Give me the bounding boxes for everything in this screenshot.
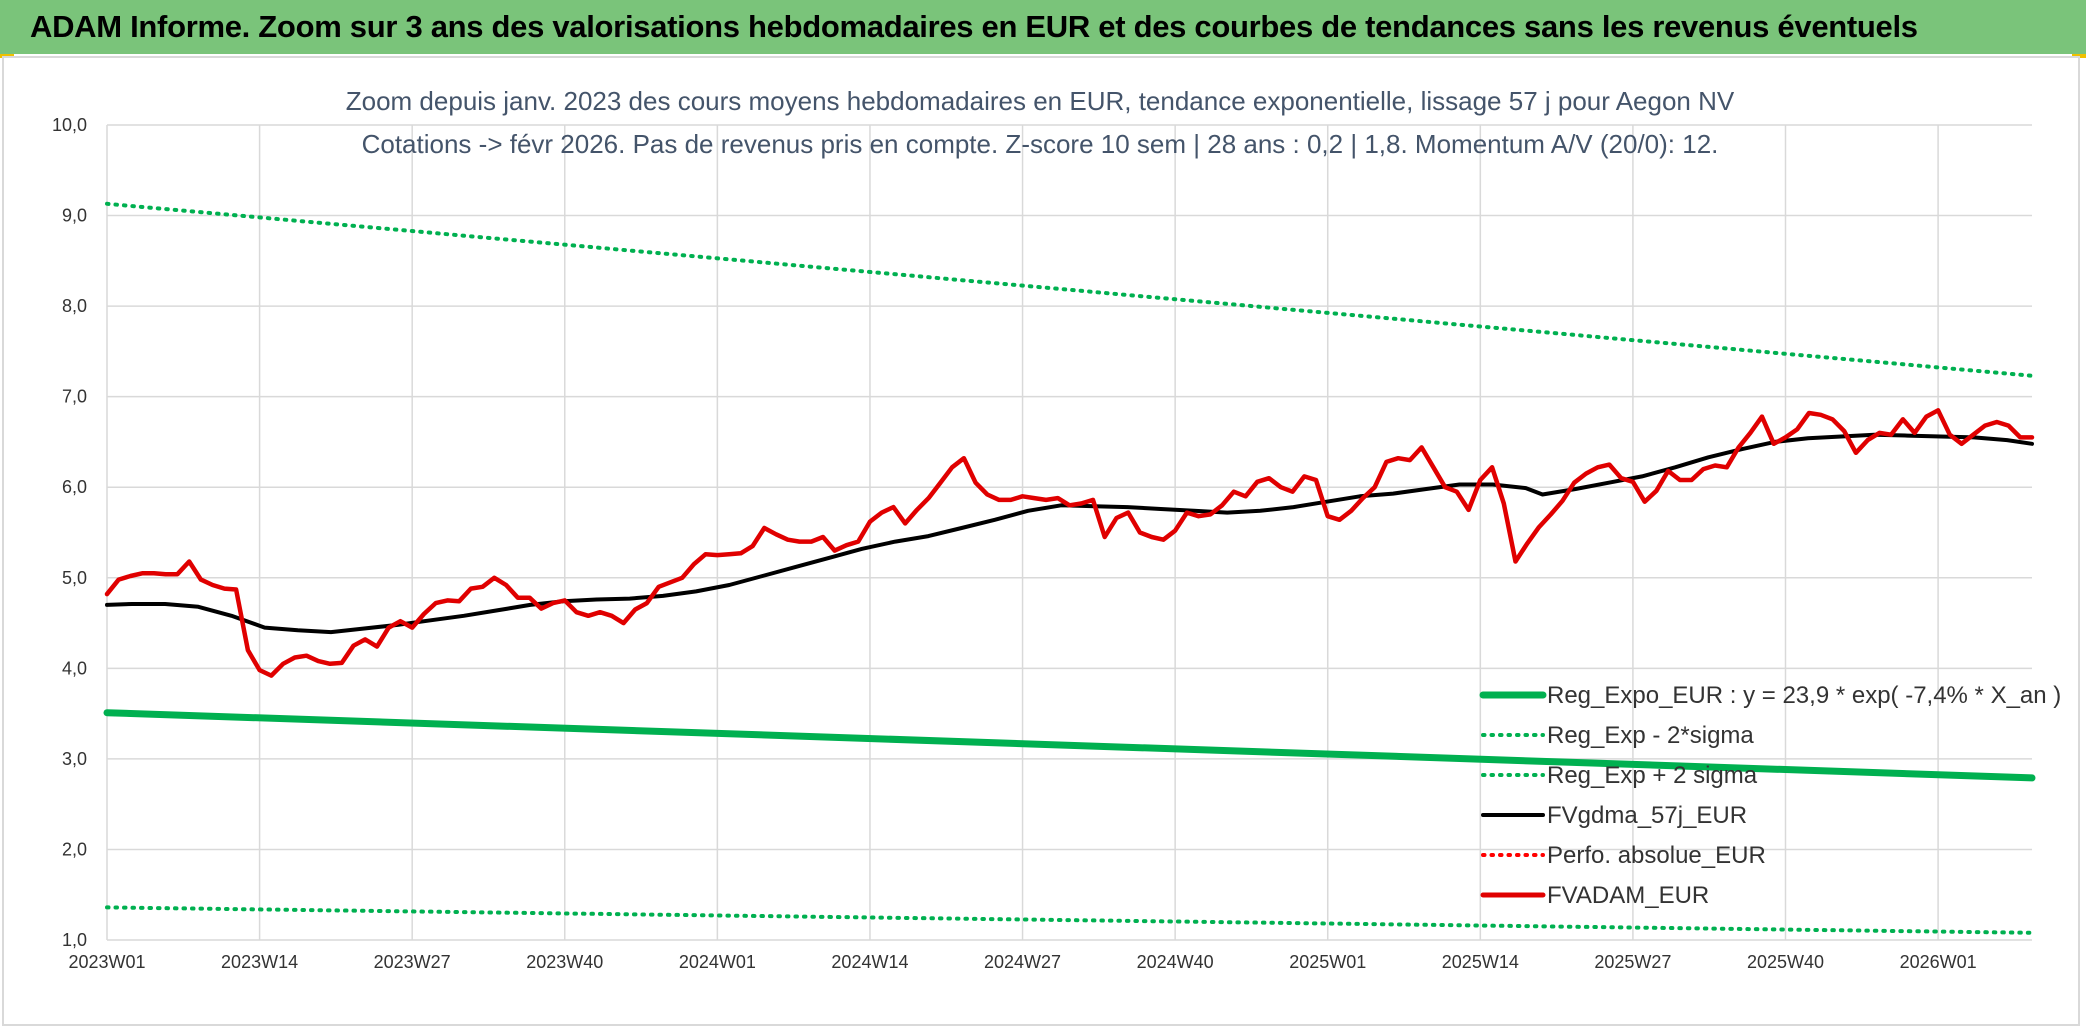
x-tick-label: 2024W27	[984, 952, 1061, 972]
x-tick-label: 2024W14	[831, 952, 908, 972]
chart-subtitle-line-2: Cotations -> févr 2026. Pas de revenus p…	[362, 129, 1719, 159]
grid-layer	[106, 124, 2032, 941]
y-tick-label: 6,0	[62, 477, 87, 497]
series-line-0	[103, 709, 2036, 782]
x-tick-label: 2025W01	[1289, 952, 1366, 972]
y-tick-label: 1,0	[62, 930, 87, 950]
x-tick-label: 2026W01	[1900, 952, 1977, 972]
x-tick-labels: 2023W01 2023W14 2023W27 2023W40 2024W01 2024W…	[68, 952, 1976, 972]
legend-label: Reg_Exp + 2 sigma	[1547, 762, 1758, 789]
x-tick-label: 2023W27	[374, 952, 451, 972]
report-title: ADAM Informe. Zoom sur 3 ans des valoris…	[30, 9, 1918, 44]
legend-label: Reg_Expo_EUR : y = 23,9 * exp( -7,4% * X…	[1547, 682, 2061, 709]
series-line-3	[105, 432, 2034, 635]
legend-label: FVADAM_EUR	[1547, 882, 1709, 909]
x-tick-label: 2023W01	[68, 952, 145, 972]
series-line-5	[104, 408, 2035, 678]
y-tick-label: 4,0	[62, 658, 87, 678]
chart-subtitle-line-1: Zoom depuis janv. 2023 des cours moyens …	[346, 86, 1735, 116]
x-tick-label: 2025W14	[1442, 952, 1519, 972]
y-tick-label: 5,0	[62, 568, 87, 588]
y-tick-label: 9,0	[62, 206, 87, 226]
legend-label: Reg_Exp - 2*sigma	[1547, 722, 1754, 749]
x-tick-label: 2024W01	[679, 952, 756, 972]
chart-frame	[2, 56, 2080, 1026]
legend: Reg_Expo_EUR : y = 23,9 * exp( -7,4% * X…	[1479, 682, 2061, 909]
x-tick-label: 2025W40	[1747, 952, 1824, 972]
y-tick-labels: 1,0 2,0 3,0 4,0 5,0 6,0 7,0 8,0 9,0 10,0	[52, 115, 87, 950]
y-tick-label: 8,0	[62, 296, 87, 316]
legend-label: Perfo. absolue_EUR	[1547, 842, 1766, 869]
series-line-1	[105, 905, 2034, 935]
x-tick-label: 2023W14	[221, 952, 298, 972]
x-tick-label: 2023W40	[526, 952, 603, 972]
series-layer	[103, 201, 2036, 935]
y-tick-label: 10,0	[52, 115, 87, 135]
legend-label: FVgdma_57j_EUR	[1547, 802, 1747, 829]
y-tick-label: 7,0	[62, 387, 87, 407]
x-tick-label: 2024W40	[1137, 952, 1214, 972]
x-tick-label: 2025W27	[1594, 952, 1671, 972]
y-tick-label: 3,0	[62, 749, 87, 769]
y-tick-label: 2,0	[62, 839, 87, 859]
series-line-2	[105, 201, 2034, 378]
report-header: ADAM Informe. Zoom sur 3 ans des valoris…	[0, 0, 2086, 54]
